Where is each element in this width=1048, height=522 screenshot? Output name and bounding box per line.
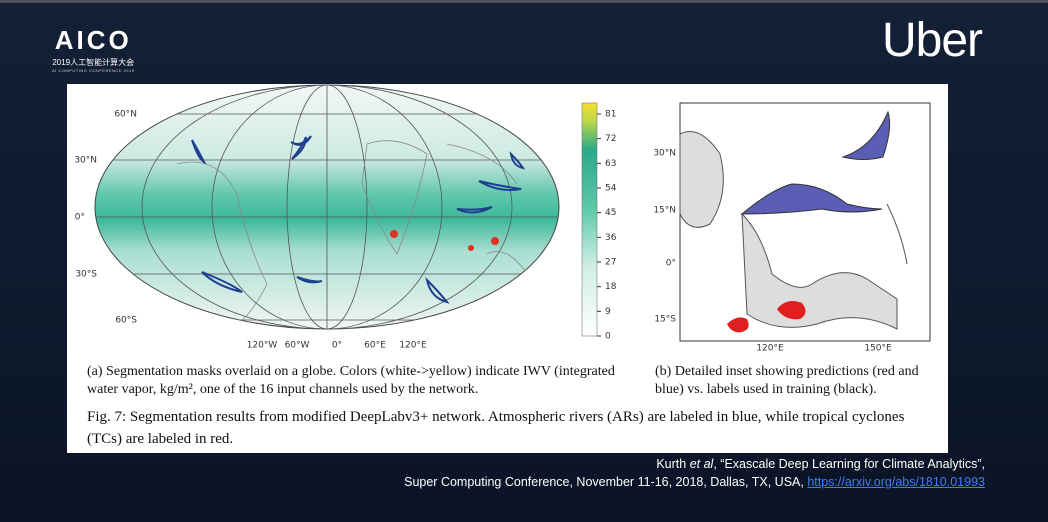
lat-label: 30°S xyxy=(75,270,97,280)
caption-a: (a) Segmentation masks overlaid on a glo… xyxy=(87,364,615,397)
lat-label: 30°N xyxy=(74,156,97,166)
colorbar-tick-label: 0 xyxy=(605,332,611,342)
inset-lat-label: 0° xyxy=(666,259,676,269)
colorbar-tick-label: 36 xyxy=(605,233,617,243)
logo-cn: 2019人工智能计算大会 xyxy=(52,58,135,67)
logo: AICO 2019人工智能计算大会 AI COMPUTING CONFERENC… xyxy=(52,25,134,73)
inset-lat-label: 30°N xyxy=(653,149,676,159)
paper-link[interactable]: https://arxiv.org/abs/1810.01993 xyxy=(807,475,985,489)
colorbar-tick-label: 72 xyxy=(605,134,616,144)
logo-mark: AICO xyxy=(54,25,132,55)
lat-label: 60°S xyxy=(115,316,137,326)
citation-line2: Super Computing Conference, November 11-… xyxy=(404,473,985,491)
colorbar-tick-label: 45 xyxy=(605,208,616,218)
colorbar-tick-label: 81 xyxy=(605,109,616,119)
colorbar-tick-label: 9 xyxy=(605,307,611,317)
figure: 0 9 18 27 36 45 54 63 72 81 60°N 30°N 0° 30°S 60°S 120… xyxy=(67,84,948,453)
lon-label: 60°E xyxy=(364,341,386,351)
venue: Super Computing Conference, November 11-… xyxy=(404,475,808,489)
etal: et al xyxy=(689,457,714,471)
inset-lon-label: 150°E xyxy=(864,344,892,354)
lon-label: 0° xyxy=(332,341,342,351)
lat-label: 0° xyxy=(75,213,85,223)
inset-lat-label: 15°S xyxy=(654,315,676,325)
globe xyxy=(94,84,560,330)
logo-en: AI COMPUTING CONFERENCE 2019 xyxy=(52,68,135,73)
inset-lat-label: 15°N xyxy=(653,206,676,216)
caption-b: (b) Detailed inset showing predictions (… xyxy=(655,364,919,397)
colorbar-tick-label: 27 xyxy=(605,257,616,267)
citation-line1: Kurth et al, “Exascale Deep Learning for… xyxy=(404,455,985,473)
lon-label: 120°W xyxy=(247,341,278,351)
colorbar-tick-label: 63 xyxy=(605,159,616,169)
colorbar xyxy=(581,102,598,337)
citation: Kurth et al, “Exascale Deep Learning for… xyxy=(404,455,985,491)
author: Kurth xyxy=(656,457,690,471)
colorbar-tick-label: 18 xyxy=(605,282,617,292)
lat-label: 60°N xyxy=(114,110,137,120)
brand: Uber xyxy=(881,14,983,67)
colorbar-tick-label: 54 xyxy=(605,183,617,193)
inset-map xyxy=(679,102,931,342)
caption-fig: Fig. 7: Segmentation results from modifi… xyxy=(87,409,905,447)
lon-label: 60°W xyxy=(285,341,310,351)
lon-label: 120°E xyxy=(399,341,427,351)
paper-title: , “Exascale Deep Learning for Climate An… xyxy=(713,457,985,471)
inset-lon-label: 120°E xyxy=(756,344,784,354)
figure-graphics: 0 9 18 27 36 45 54 63 72 81 60°N 30°N 0° 30°S 60°S 120… xyxy=(74,84,931,354)
